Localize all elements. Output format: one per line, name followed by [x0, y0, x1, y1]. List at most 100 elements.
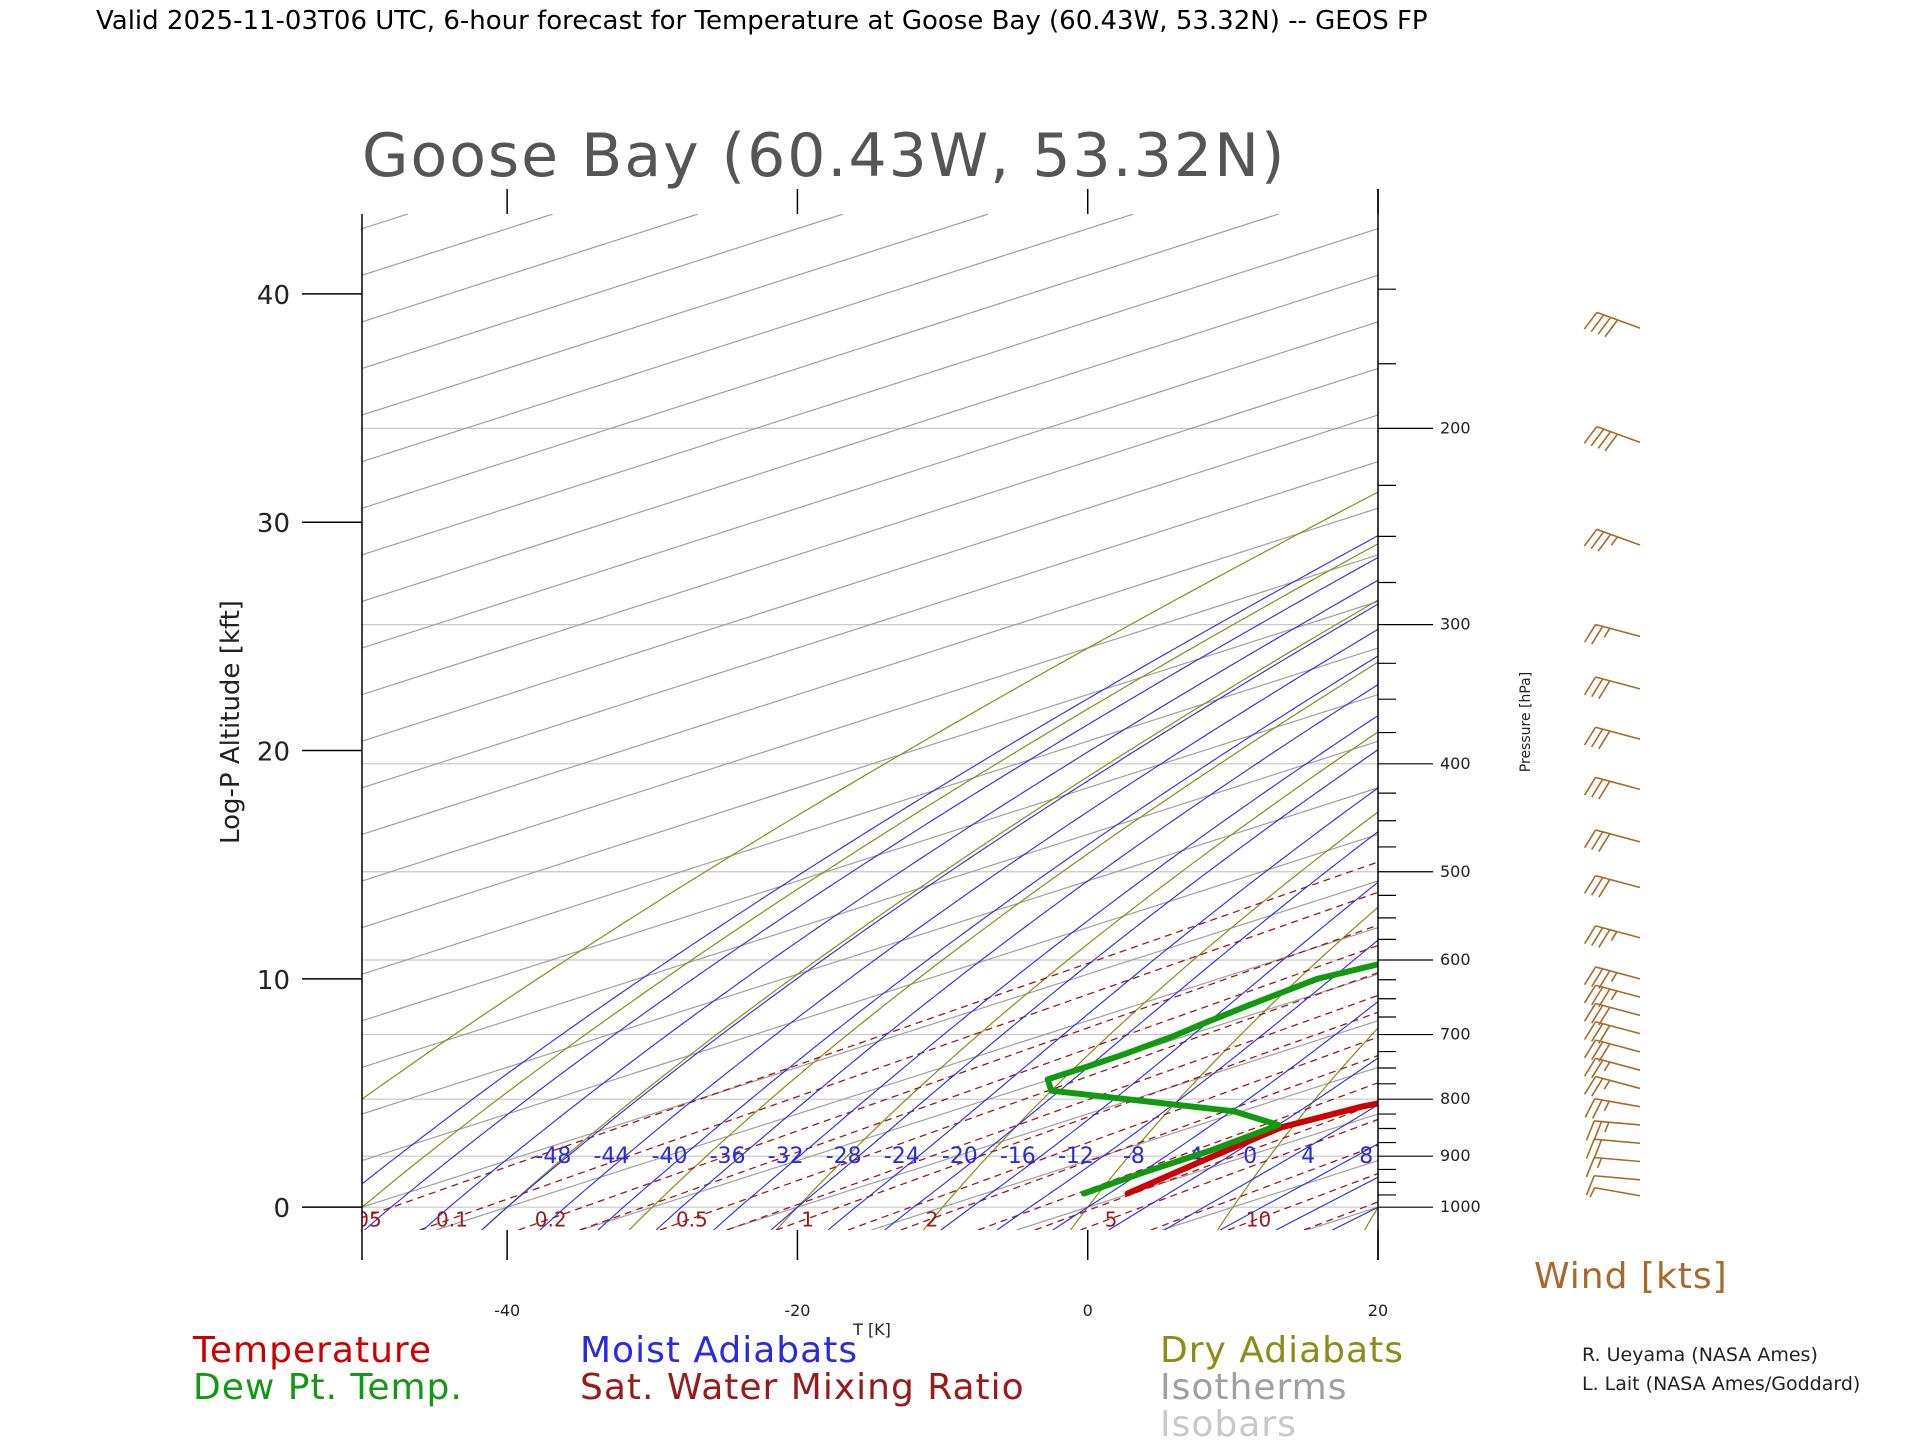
wind-barb-flag: [1591, 678, 1604, 698]
pressure-tick-label: 400: [1440, 754, 1471, 773]
wind-barb-flag: [1598, 780, 1611, 800]
x-tick-label: 0: [1083, 1301, 1093, 1320]
wind-barb-flag: [1583, 875, 1597, 894]
pressure-tick-label: 200: [1440, 418, 1471, 437]
moist-adiabat-line: [884, 830, 1378, 1230]
moist-adiabat-line: [1445, 214, 1920, 1230]
mixing-ratio-label: 0.05: [337, 1208, 382, 1232]
y-axis-label: Log-P Altitude [kft]: [216, 600, 246, 844]
wind-barb-half-flag: [1603, 1079, 1611, 1090]
wind-barb-staff: [1596, 528, 1641, 546]
mixing-ratio-line: [775, 1011, 1378, 1230]
x-tick-label: -40: [494, 1301, 520, 1320]
wind-barb-flag: [1585, 1138, 1595, 1159]
dry-adiabat-line: [1806, 214, 1920, 1230]
wind-barb: [1585, 1156, 1641, 1178]
dry-adiabat-line: [775, 731, 1378, 1230]
mixing-ratio-line: [659, 971, 1378, 1230]
wind-barb: [1589, 1186, 1641, 1198]
wind-barb-half-flag: [1589, 1187, 1596, 1198]
pressure-tick-label: 1000: [1440, 1197, 1481, 1216]
moist-adiabat-label: 4: [1301, 1144, 1315, 1169]
mixing-ratio-line: [1387, 214, 1920, 1230]
moist-adiabat-line: [481, 603, 1378, 1230]
wind-barb-staff: [1595, 829, 1641, 843]
isotherm-line: [362, 507, 1378, 836]
background-lines: -48 -44 -40 -36 -32 -28 -24 -20 -16 -12 -8 -4 0 4 8 12 1…: [337, 214, 1920, 1232]
isotherm-line: [362, 787, 1378, 1115]
wind-barb: [1583, 726, 1641, 750]
wind-barb-flag: [1598, 879, 1611, 898]
wind-barb: [1583, 1020, 1641, 1044]
wind-barb-staff: [1595, 966, 1641, 980]
legend-isobars: Isobars: [1160, 1404, 1297, 1440]
wind-barb: [1583, 425, 1641, 452]
wind-barb-flag: [1598, 1043, 1611, 1063]
pressure-tick-label: 700: [1440, 1025, 1471, 1044]
wind-barb-flag: [1591, 1041, 1604, 1061]
wind-barb-staff: [1594, 1186, 1641, 1197]
y-tick-label: 20: [257, 738, 290, 768]
isotherm-line: [362, 228, 1378, 556]
isotherm-line: [362, 214, 699, 323]
wind-barb-flag: [1583, 925, 1597, 945]
legend-isotherms: Isotherms: [1160, 1367, 1347, 1408]
wind-barb-staff: [1594, 1156, 1641, 1163]
wind-barb: [1583, 1057, 1641, 1079]
wind-barb-flag: [1591, 1099, 1603, 1120]
wind-barb-flag: [1583, 829, 1597, 849]
wind-barb-flag: [1591, 778, 1604, 798]
x-tick-label: 20: [1368, 1301, 1388, 1320]
mixing-ratio-line: [1303, 1201, 1378, 1230]
credit-1: R. Ueyama (NASA Ames): [1582, 1344, 1818, 1366]
isotherm-line: [362, 214, 408, 230]
wind-barb-half-flag: [1610, 931, 1618, 941]
isotherm-line: [362, 833, 1378, 1162]
wind-barb-flag: [1604, 433, 1619, 452]
wind-barb-flag: [1583, 1076, 1597, 1095]
wind-barb-flag: [1598, 730, 1611, 750]
pressure-tick-label: 600: [1440, 950, 1471, 969]
wind-barb-flag: [1597, 533, 1612, 552]
pressure-tick-label: 900: [1440, 1146, 1471, 1165]
pressure-tick-label: 300: [1440, 615, 1471, 634]
moist-adiabat-line: [1052, 1000, 1378, 1230]
moist-adiabat-line: [655, 683, 1378, 1230]
y-tick-label: 10: [257, 966, 290, 996]
dry-adiabat-line: [1512, 214, 1920, 1230]
moist-adiabat-line: [597, 655, 1378, 1230]
moist-adiabat-label: -40: [652, 1144, 688, 1169]
y-tick-label: 40: [257, 281, 290, 311]
wind-barb-staff: [1596, 311, 1641, 329]
isotherm-line: [362, 554, 1378, 882]
wind-barb-staff: [1596, 425, 1641, 444]
moist-adiabat-label: 16: [1468, 1144, 1496, 1169]
isotherm-line: [1306, 1206, 1378, 1230]
wind-barb-flag: [1598, 988, 1611, 1008]
credit-2: L. Lait (NASA Ames/Goddard): [1582, 1373, 1860, 1395]
moist-adiabat-label: 0: [1243, 1144, 1257, 1169]
isotherm-line: [362, 214, 1134, 463]
wind-barb-flag: [1585, 1157, 1595, 1178]
wind-barb-flag: [1591, 728, 1604, 748]
pressure-tick-label: 800: [1440, 1089, 1471, 1108]
wind-barb-flag: [1591, 877, 1604, 896]
wind-barb: [1585, 1138, 1641, 1160]
wind-barb-flag: [1583, 966, 1597, 986]
pressure-tick-label: 500: [1440, 862, 1471, 881]
wind-barb-flag: [1583, 624, 1597, 643]
wind-barb-half-flag: [1603, 1100, 1610, 1111]
isotherm-line: [362, 647, 1378, 975]
dewpoint-line: [1044, 961, 1378, 1197]
legend-dry-adiabats: Dry Adiabats: [1160, 1330, 1404, 1371]
moist-adiabat-label: -8: [1123, 1144, 1145, 1169]
isotherm-line: [362, 367, 1378, 696]
moist-adiabat-line: [362, 534, 1378, 1185]
legend-moist-adiabats: Moist Adiabats: [580, 1330, 858, 1371]
mixing-ratio-label: 10: [1246, 1208, 1271, 1232]
wind-barb-flag: [1598, 970, 1611, 989]
header-text: Valid 2025-11-03T06 UTC, 6-hour forecast…: [96, 6, 1428, 36]
wind-barb: [1583, 984, 1641, 1008]
isotherm-line: [871, 1066, 1378, 1230]
wind-barb: [1583, 1002, 1641, 1026]
